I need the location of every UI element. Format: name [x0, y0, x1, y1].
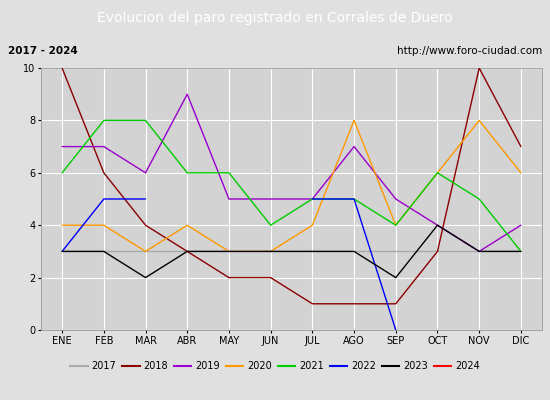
Text: Evolucion del paro registrado en Corrales de Duero: Evolucion del paro registrado en Corrale… [97, 11, 453, 25]
Text: 2017 - 2024: 2017 - 2024 [8, 46, 78, 56]
Text: http://www.foro-ciudad.com: http://www.foro-ciudad.com [397, 46, 542, 56]
Legend: 2017, 2018, 2019, 2020, 2021, 2022, 2023, 2024: 2017, 2018, 2019, 2020, 2021, 2022, 2023… [66, 357, 484, 375]
